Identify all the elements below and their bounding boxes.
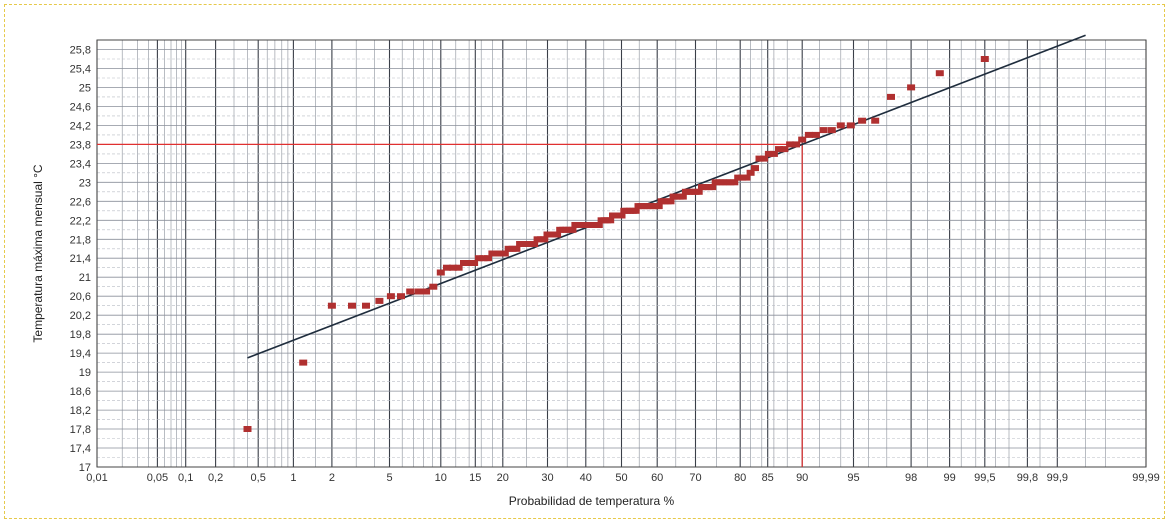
- fit-line-group: [248, 35, 1086, 358]
- x-tick-label: 0,5: [251, 472, 266, 484]
- data-point: [406, 289, 414, 295]
- data-point: [348, 303, 356, 309]
- y-tick-label: 17,8: [70, 424, 91, 436]
- x-tick-label: 95: [847, 472, 859, 484]
- x-tick-label: 99,8: [1017, 472, 1038, 484]
- data-point: [299, 360, 307, 366]
- y-tick-label: 20,2: [70, 310, 91, 322]
- y-tick-label: 19,8: [70, 329, 91, 341]
- data-point: [422, 289, 430, 295]
- data-point: [415, 289, 423, 295]
- x-axis-title: Probabilidad de temperatura %: [509, 494, 675, 508]
- grid: [97, 40, 1146, 467]
- y-tick-label: 24,6: [70, 101, 91, 113]
- y-tick-label: 23,8: [70, 139, 91, 151]
- x-tick-label: 2: [329, 472, 335, 484]
- y-tick-label: 24,2: [70, 120, 91, 132]
- x-tick-label: 90: [796, 472, 808, 484]
- x-tick-label: 99,99: [1132, 472, 1160, 484]
- data-point: [858, 118, 866, 124]
- x-tick-label: 1: [290, 472, 296, 484]
- data-point: [397, 293, 405, 299]
- x-tick-label: 0,1: [178, 472, 193, 484]
- data-point: [981, 56, 989, 62]
- x-tick-label: 20: [497, 472, 509, 484]
- x-tick-label: 15: [469, 472, 481, 484]
- y-tick-label: 17: [79, 462, 91, 474]
- data-point: [837, 122, 845, 128]
- x-tick-label: 60: [651, 472, 663, 484]
- data-points: [244, 56, 989, 432]
- data-point: [828, 127, 836, 133]
- y-tick-label: 19,4: [70, 348, 91, 360]
- fit-line: [248, 35, 1086, 358]
- x-tick-label: 5: [386, 472, 392, 484]
- y-tick-label: 19: [79, 367, 91, 379]
- data-point: [887, 94, 895, 100]
- y-tick-label: 21,8: [70, 234, 91, 246]
- data-point: [820, 127, 828, 133]
- data-point: [805, 132, 813, 138]
- x-tick-label: 99: [943, 472, 955, 484]
- y-tick-labels: 17 17,4 17,8 18,2 18,6 19 19,4 19,8 20,2 20,6 21 21…: [70, 45, 91, 475]
- y-tick-label: 17,4: [70, 443, 91, 455]
- data-point: [362, 303, 370, 309]
- y-tick-label: 21: [79, 272, 91, 284]
- y-tick-label: 25: [79, 82, 91, 94]
- y-axis-title: Temperatura máxima mensual °C: [31, 164, 45, 343]
- y-tick-label: 18,2: [70, 405, 91, 417]
- x-tick-label: 80: [734, 472, 746, 484]
- data-point: [751, 165, 759, 171]
- data-point: [328, 303, 336, 309]
- data-point: [847, 122, 855, 128]
- y-tick-label: 25,4: [70, 64, 91, 76]
- x-tick-label: 0,05: [147, 472, 168, 484]
- x-tick-label: 70: [689, 472, 701, 484]
- x-tick-label: 85: [762, 472, 774, 484]
- x-tick-labels: 0,01 0,05 0,1 0,2 0,5 1 2 5 10 15 20 30 40 50 60 70 80 85…: [86, 472, 1159, 484]
- data-point: [429, 284, 437, 290]
- y-tick-label: 23,4: [70, 158, 91, 170]
- x-tick-label: 99,5: [974, 472, 995, 484]
- y-tick-label: 18,6: [70, 386, 91, 398]
- data-point: [812, 132, 820, 138]
- data-point: [375, 298, 383, 304]
- data-point: [936, 70, 944, 76]
- x-tick-label: 10: [435, 472, 447, 484]
- y-tick-label: 23: [79, 177, 91, 189]
- data-point: [244, 426, 252, 432]
- x-tick-label: 99,9: [1047, 472, 1068, 484]
- y-tick-label: 21,4: [70, 253, 91, 265]
- x-tick-label: 50: [615, 472, 627, 484]
- y-tick-label: 20,6: [70, 291, 91, 303]
- x-tick-label: 0,2: [208, 472, 223, 484]
- y-tick-label: 25,8: [70, 45, 91, 57]
- x-tick-label: 40: [580, 472, 592, 484]
- x-tick-label: 98: [905, 472, 917, 484]
- x-tick-label: 30: [541, 472, 553, 484]
- data-point: [387, 293, 395, 299]
- data-point: [907, 84, 915, 90]
- data-point: [871, 118, 879, 124]
- y-tick-label: 22,2: [70, 215, 91, 227]
- y-tick-label: 22,6: [70, 196, 91, 208]
